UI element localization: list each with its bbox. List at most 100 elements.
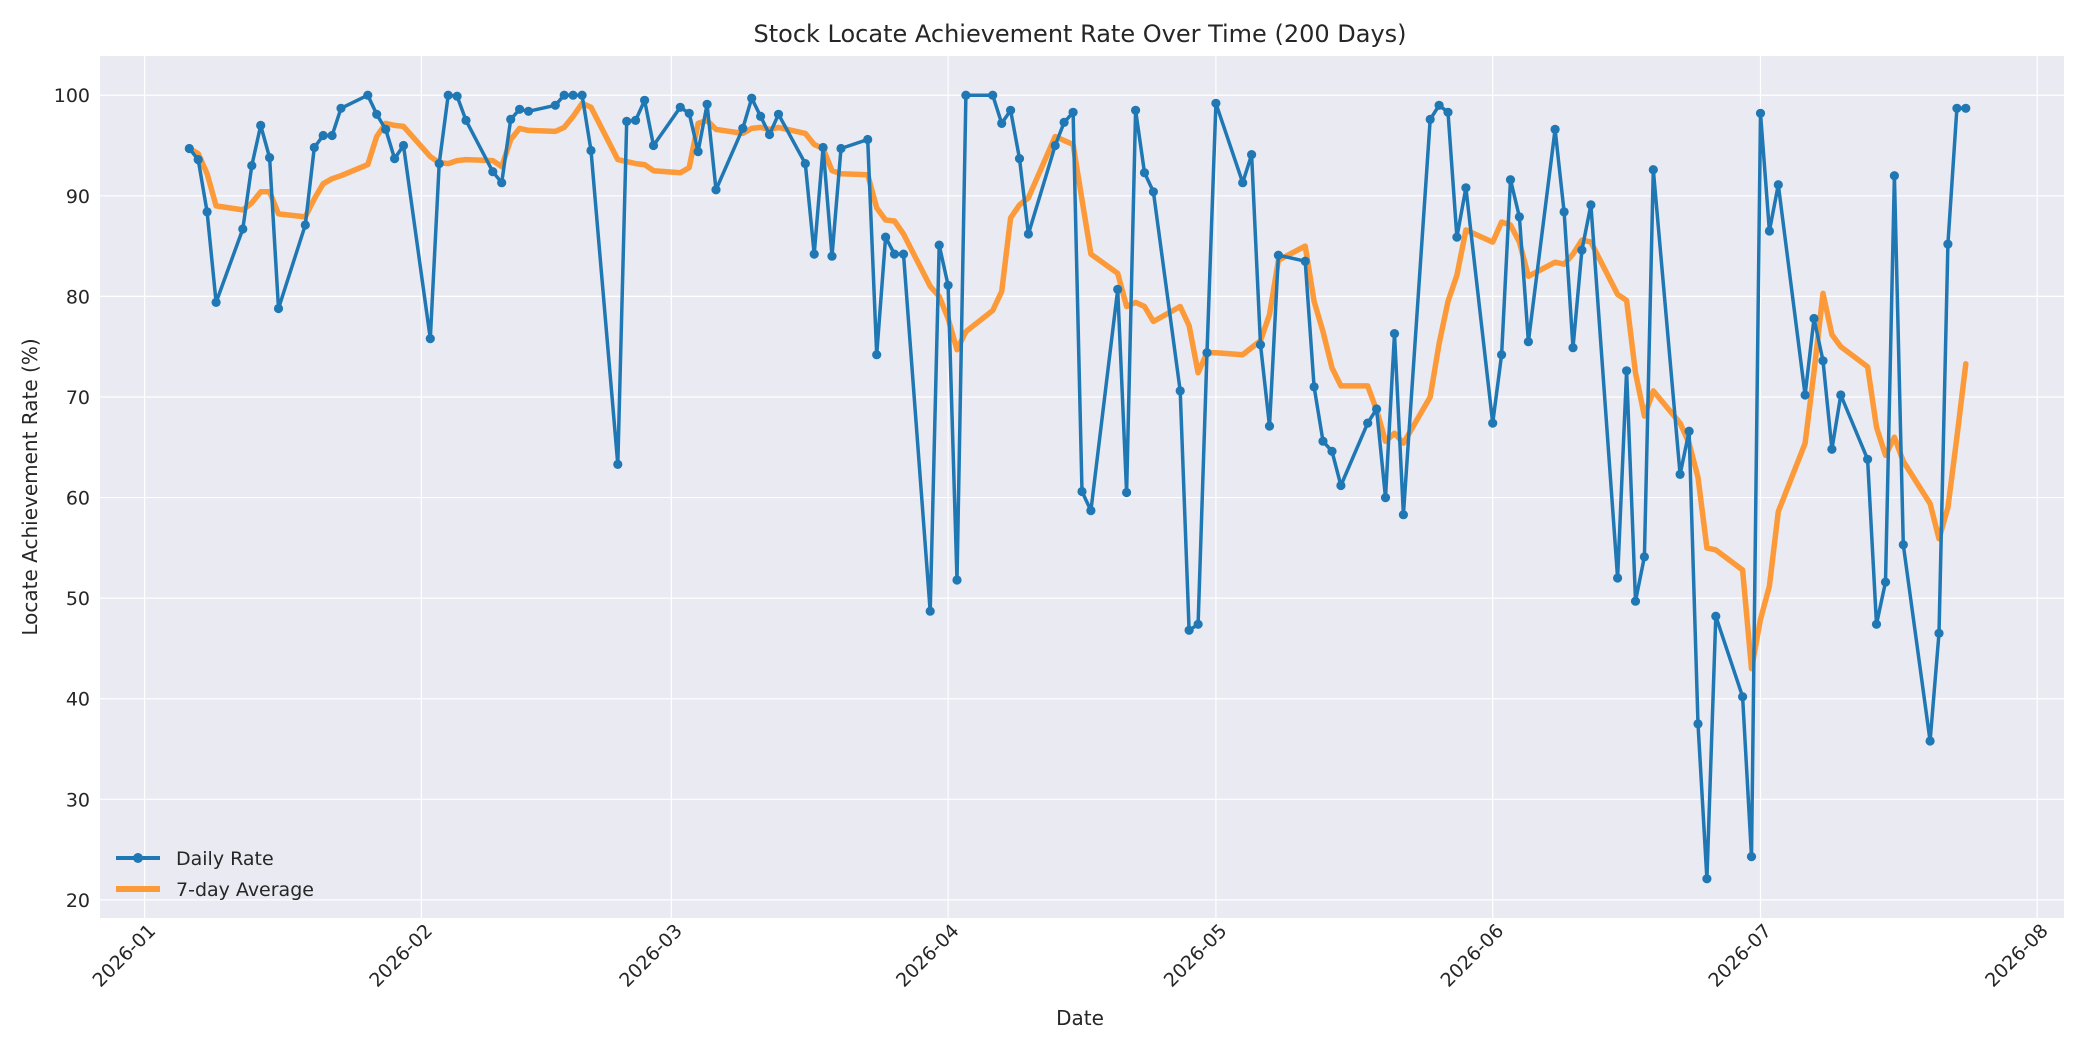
daily-rate-point [1443,107,1453,117]
daily-rate-point [738,123,748,133]
daily-rate-point [309,142,319,153]
daily-rate-point [1255,340,1266,350]
daily-rate-point [318,130,328,141]
daily-rate-point [1184,625,1194,635]
daily-rate-point [336,103,346,113]
x-axis-ticks: 2026-01 2026-02 2026-03 2026-04 2026-05 2026-… [88,920,2052,992]
x-tick-label: 2026-02 [365,920,437,992]
daily-rate-point [398,140,409,151]
daily-rate-point [461,115,471,125]
daily-rate-point [1863,454,1873,464]
daily-rate-point [1372,404,1382,414]
daily-rate-point [1648,165,1658,175]
daily-rate-point [184,143,194,154]
daily-rate-point [202,207,212,217]
daily-rate-point [997,118,1007,128]
x-tick-label: 2026-05 [1160,920,1232,992]
legend: Daily Rate 7-day Average [116,848,314,901]
daily-rate-point [1755,108,1766,118]
daily-rate-point [1684,426,1694,436]
daily-rate-point [675,102,685,112]
daily-rate-point [577,90,587,100]
daily-rate-point [1327,446,1337,456]
y-tick-label: 30 [66,789,90,811]
series-layer [184,90,1971,884]
daily-rate-point [363,90,373,100]
daily-rate-point [238,224,248,234]
y-tick-label: 50 [66,588,90,610]
daily-rate-point [648,140,659,151]
y-tick-label: 40 [66,689,90,711]
daily-rate-point [925,606,935,616]
daily-rate-point [773,109,784,119]
x-tick-label: 2026-03 [615,920,687,992]
daily-rate-point [1202,348,1212,358]
grid [100,56,2064,918]
daily-rate-point [1300,256,1310,266]
daily-rate-point [506,114,516,124]
daily-rate-point [1273,250,1283,260]
daily-rate-point [818,142,828,153]
daily-rate-point [1934,628,1944,638]
daily-rate-point [425,334,435,344]
daily-rate-point [1880,577,1891,587]
daily-rate-point [1380,493,1391,503]
daily-rate-point [1175,386,1185,396]
daily-rate-point [764,129,775,140]
daily-rate-point [872,350,882,360]
daily-rate-point [1086,506,1096,516]
x-tick-label: 2026-06 [1436,920,1508,992]
daily-rate-point [1550,124,1560,134]
daily-rate-point [863,134,873,145]
daily-rate-point [1193,619,1203,629]
y-tick-label: 100 [54,85,90,107]
daily-rate-point [702,99,712,109]
daily-rate-point [1006,105,1016,115]
daily-rate-point [1497,350,1507,360]
daily-rate-point [1238,178,1248,188]
daily-rate-point [1809,313,1819,324]
daily-rate-point [1068,107,1078,117]
daily-rate-point [1764,226,1774,236]
daily-rate-point [1889,171,1899,181]
daily-rate-point [256,120,266,130]
y-tick-label: 60 [66,488,90,510]
daily-rate-point [1363,418,1373,428]
daily-rate-point [1925,736,1935,746]
daily-rate-point [684,108,694,118]
daily-rate-point [1943,239,1953,249]
daily-rate-point [327,130,337,141]
daily-rate-point [586,145,596,156]
daily-rate-point [372,109,382,119]
daily-rate-point [1389,329,1400,339]
daily-rate-point [1827,444,1837,454]
x-tick-label: 2026-08 [1981,920,2053,992]
daily-rate-point [827,251,837,261]
daily-rate-point [1461,183,1471,193]
daily-rate-point [1738,692,1748,702]
daily-rate-point [247,161,257,171]
daily-rate-point [1836,390,1846,400]
daily-rate-point [1577,245,1587,255]
daily-rate-point [452,91,462,101]
daily-rate-point [1309,382,1319,392]
daily-rate-point [1639,552,1649,562]
daily-rate-point [1693,719,1703,729]
daily-rate-point [1425,114,1435,124]
daily-rate-point [300,220,310,230]
daily-rate-point [1898,540,1908,550]
daily-rate-point [1023,229,1033,239]
daily-rate-point [559,90,569,100]
daily-rate-point [881,232,891,242]
daily-rate-point [1264,421,1275,431]
daily-rate-point [1336,480,1346,491]
daily-rate-point [515,104,525,114]
y-tick-label: 80 [66,286,90,308]
daily-rate-point [434,159,444,169]
daily-rate-point [1505,175,1516,185]
daily-rate-point [1148,187,1158,197]
y-tick-label: 90 [66,186,90,208]
daily-rate-point [1318,436,1328,446]
daily-rate-point [1871,619,1882,629]
